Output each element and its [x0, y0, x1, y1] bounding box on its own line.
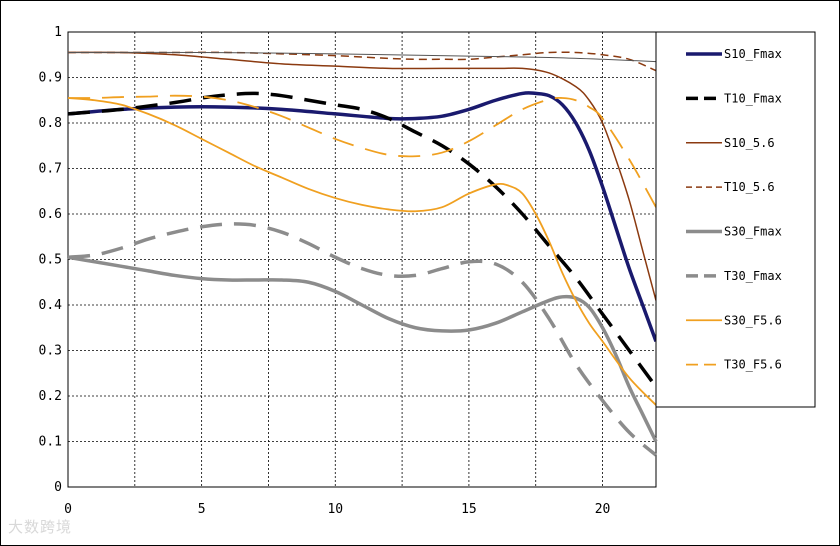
y-tick-label: 1	[54, 25, 62, 40]
legend-box	[655, 31, 816, 408]
series-line-t10-fmax	[67, 91, 658, 388]
x-tick-label: 5	[198, 502, 206, 517]
y-tick-label: 0.7	[39, 162, 62, 177]
y-tick-label: 0.6	[39, 207, 62, 222]
legend-label: T30_Fmax	[724, 269, 782, 283]
series-line-t30-f5-6	[67, 94, 657, 208]
y-tick-label: 0.8	[39, 116, 62, 131]
legend-label: S10_5.6	[724, 136, 775, 150]
legend-label: T10_5.6	[724, 180, 775, 194]
legend-label: T10_Fmax	[724, 91, 782, 105]
legend-label: S30_Fmax	[724, 225, 782, 239]
x-tick-label: 15	[461, 502, 477, 517]
y-tick-label: 0.2	[39, 389, 62, 404]
watermark: 大数跨境	[8, 518, 73, 536]
y-tick-label: 0.5	[39, 253, 62, 268]
series-line-s30-fmax	[67, 255, 658, 443]
series-line-reference	[67, 51, 657, 63]
x-tick-label: 10	[327, 502, 343, 517]
legend-label: S10_Fmax	[724, 47, 782, 61]
legend-label: T30_F5.6	[724, 358, 782, 372]
y-tick-label: 0.4	[39, 298, 63, 313]
series-line-s10-5-6	[67, 51, 657, 301]
legend-label: S30_F5.6	[724, 313, 782, 327]
series-line-s30-f5-6	[67, 97, 657, 406]
series-line-t30-fmax	[67, 222, 658, 457]
y-tick-label: 0.1	[39, 435, 62, 450]
y-tick-label: 0.3	[39, 344, 62, 359]
y-tick-label: 0.9	[39, 71, 62, 86]
x-tick-label: 0	[64, 502, 72, 517]
y-tick-label: 0	[54, 480, 62, 495]
x-tick-label: 20	[595, 502, 611, 517]
